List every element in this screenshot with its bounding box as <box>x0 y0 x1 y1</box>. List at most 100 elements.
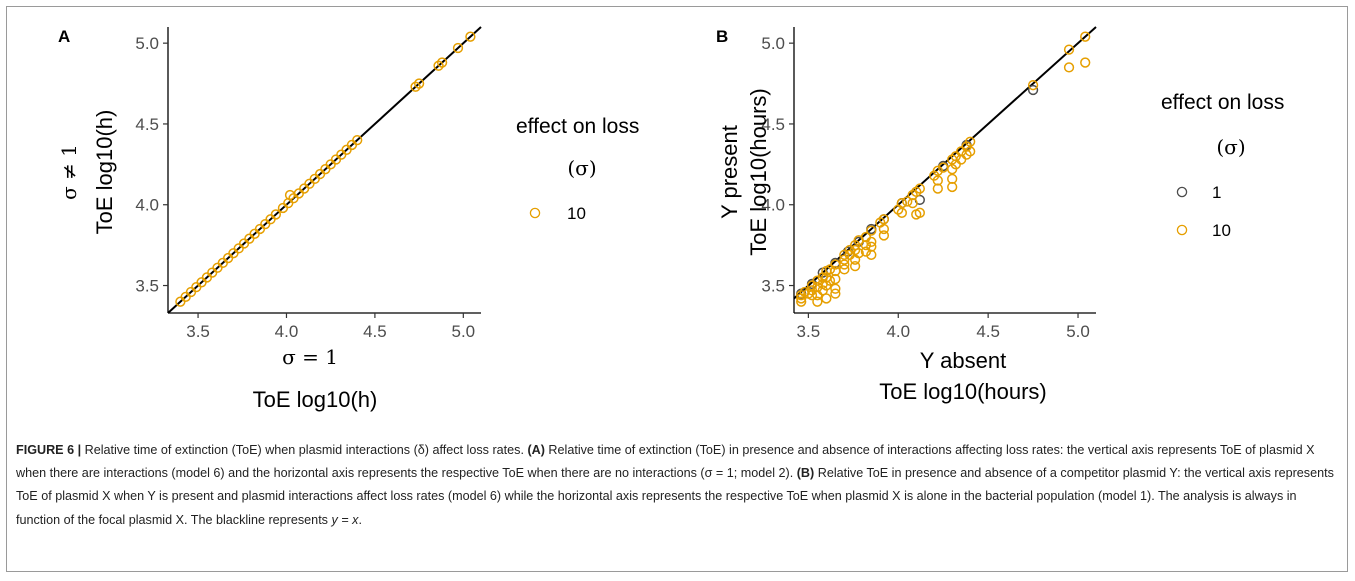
panel-a-data-point-10 <box>270 209 282 220</box>
caption-bold-a: (A) <box>527 443 545 457</box>
panel-b-data-point-10 <box>932 165 943 176</box>
caption-text-1: Relative time of extinction (ToE) when p… <box>81 443 528 457</box>
panel-b-data-point-10 <box>1080 31 1091 42</box>
panel-b-x-tick-label: 3.5 <box>797 322 821 341</box>
panel-a-x-tick-label: 5.0 <box>451 322 475 341</box>
panel-b-data-point-10 <box>896 207 908 218</box>
panel-b-data-point-10 <box>812 296 823 307</box>
panel-b-data-point-10 <box>896 197 908 209</box>
panel-b-xlabel-line2: ToE log10(hours) <box>879 379 1047 404</box>
panel-a-points <box>175 31 476 307</box>
figure-frame <box>6 6 1348 572</box>
panel-a-y-tick-label: 4.5 <box>135 115 159 134</box>
panel-b-ylabel-line2: ToE log10(hours) <box>746 88 771 256</box>
panel-b-legend-subtitle: (σ) <box>1216 135 1245 159</box>
panel-a-x-tick-label: 4.5 <box>363 322 387 341</box>
panel-b-y-tick-label: 4.0 <box>761 196 785 215</box>
panel-a-data-point-10 <box>410 81 421 92</box>
panel-b-xlabel-line1: Y absent <box>920 348 1006 373</box>
panel-b-data-point-10 <box>853 248 864 259</box>
panel-a: A 3.5 4.0 4.5 5.0 3.5 4.0 4.5 5.0 σ = 1 ToE log… <box>57 26 639 412</box>
panel-b-y-tick-label: 3.5 <box>761 277 785 296</box>
panel-b-ticks: 3.5 4.0 4.5 5.0 3.5 4.0 4.5 5.0 <box>761 34 1089 341</box>
caption-equation: y = x <box>331 512 359 527</box>
panel-b-data-point-10 <box>796 296 807 307</box>
panel-a-x-tick-label: 4.0 <box>275 322 299 341</box>
panel-a-legend-label-10: 10 <box>567 204 586 223</box>
panel-b-legend: effect on loss (σ) 1 10 <box>1161 91 1284 240</box>
panel-b-data-point-10 <box>907 197 918 209</box>
caption-text-3: Relative ToE in presence and absence of … <box>16 466 1334 527</box>
panel-a-reference-line <box>167 26 482 314</box>
panel-a-legend-key-10 <box>529 207 541 219</box>
panel-b-ylabel-line1: Y present <box>717 125 742 219</box>
figure-caption: FIGURE 6 | Relative time of extinction (… <box>16 439 1336 532</box>
panel-a-ylabel-line2: ToE log10(h) <box>92 110 117 235</box>
panel-b-data-point-10 <box>965 136 976 147</box>
panel-a-xlabel-line1: σ = 1 <box>282 345 338 369</box>
panel-b-x-tick-label: 4.0 <box>886 322 910 341</box>
panel-b-legend-key-1 <box>1176 186 1188 198</box>
panel-a-data-point-10 <box>452 42 464 54</box>
panel-a-letter: A <box>58 27 70 46</box>
panel-b-legend-title: effect on loss <box>1161 91 1284 114</box>
panel-b-data-point-10 <box>830 288 841 299</box>
panel-b-data-point-10 <box>860 239 872 251</box>
panel-b-data-point-10 <box>866 236 877 248</box>
panel-b-data-point-10 <box>914 183 925 194</box>
panel-b-data-point-10 <box>947 181 958 193</box>
caption-text-2: Relative time of extinction (ToE) in pre… <box>16 443 1315 481</box>
caption-figure-label: FIGURE 6 | <box>16 443 82 457</box>
panel-a-legend-subtitle: (σ) <box>567 156 596 180</box>
panel-b-y-tick-label: 4.5 <box>761 115 785 134</box>
panel-b-y-tick-label: 5.0 <box>761 34 785 53</box>
panel-b-data-point-10 <box>1027 80 1039 91</box>
panel-b-legend-key-10 <box>1176 224 1188 236</box>
panel-b-data-point-10 <box>812 275 823 286</box>
panel-a-data-point-10 <box>436 57 448 68</box>
panel-a-data-point-10 <box>284 189 296 201</box>
panel-a-data-point-10 <box>352 134 363 146</box>
panel-b-data-point-10 <box>821 293 832 304</box>
panel-a-x-tick-label: 3.5 <box>186 322 210 341</box>
panel-b-data-point-10 <box>849 260 861 272</box>
panel-b-data-point-10 <box>806 290 818 301</box>
panel-a-ylabel-line1: σ ≠ 1 <box>57 144 81 200</box>
panel-b-legend-label-1: 1 <box>1212 183 1221 202</box>
panel-b-data-point-10 <box>902 196 913 207</box>
panel-b-data-point-1 <box>1027 84 1039 96</box>
panel-b-data-point-10 <box>866 225 877 236</box>
panel-a-legend: effect on loss (σ) 10 <box>516 115 639 223</box>
panel-a-y-tick-label: 5.0 <box>135 34 159 53</box>
panel-b-data-point-10 <box>830 283 841 294</box>
panel-b-data-point-10 <box>878 230 890 241</box>
panel-b-data-point-10 <box>878 223 890 235</box>
panel-a-ticks: 3.5 4.0 4.5 5.0 3.5 4.0 4.5 5.0 <box>135 34 475 341</box>
panel-b-x-tick-label: 4.5 <box>976 322 1000 341</box>
panel-b-legend-label-10: 10 <box>1212 221 1231 240</box>
panel-a-data-point-10 <box>433 60 444 71</box>
panel-a-legend-title: effect on loss <box>516 115 639 138</box>
panel-a-data-point-10 <box>465 31 476 42</box>
panel-b-data-point-10 <box>932 183 943 194</box>
panel-b-data-point-10 <box>914 207 925 218</box>
panel-b-data-point-10 <box>839 259 850 270</box>
panel-b-data-point-10 <box>824 275 836 286</box>
panel-a-xlabel-line2: ToE log10(h) <box>253 387 378 412</box>
panel-b-points <box>796 31 1091 307</box>
panel-b-data-point-10 <box>965 146 976 157</box>
panel-b-letter: B <box>716 27 728 46</box>
caption-bold-b: (B) <box>796 466 815 481</box>
panel-b-data-point-10 <box>1063 62 1075 73</box>
panel-a-y-tick-label: 3.5 <box>135 277 159 296</box>
panel-b: B 3.5 4.0 4.5 5.0 3.5 4.0 4.5 5.0 Y absent ToE … <box>716 26 1284 404</box>
panel-a-data-point-10 <box>413 78 425 89</box>
panel-b-data-point-10 <box>866 249 877 260</box>
panel-b-data-point-10 <box>830 273 841 285</box>
panel-a-y-tick-label: 4.0 <box>135 196 159 215</box>
panel-b-data-point-10 <box>1063 44 1075 55</box>
panel-b-x-tick-label: 5.0 <box>1066 322 1090 341</box>
panel-b-data-point-10 <box>1080 57 1091 68</box>
panel-b-data-point-10 <box>878 214 890 225</box>
